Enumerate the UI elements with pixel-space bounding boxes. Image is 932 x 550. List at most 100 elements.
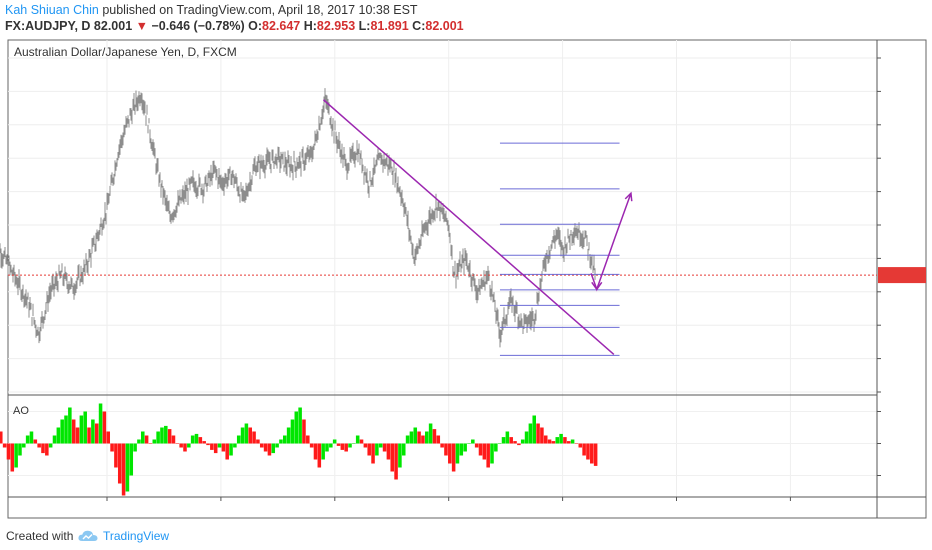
ao-bar <box>371 443 375 464</box>
ao-bar <box>2 443 7 448</box>
ao-bar <box>0 431 3 444</box>
ao-bar <box>279 439 283 444</box>
ao-bar <box>87 427 91 444</box>
ao-bar <box>478 443 483 456</box>
ao-bar <box>375 443 379 456</box>
ao-bar <box>344 443 348 452</box>
ao-bar <box>6 443 11 460</box>
last-price-tag <box>878 267 926 284</box>
ao-bar <box>444 443 448 456</box>
low-value: 81.891 <box>370 19 409 33</box>
ao-bar <box>91 419 95 444</box>
ao-bar <box>83 411 87 444</box>
ao-bar <box>275 443 279 448</box>
ao-bar <box>263 443 268 452</box>
ao-axis <box>877 411 881 476</box>
ao-bar <box>490 443 494 464</box>
ao-bar <box>409 431 414 444</box>
ao-bar <box>325 443 329 452</box>
ao-bar <box>283 435 287 444</box>
published-text: published on TradingView.com, April 18, … <box>102 3 418 17</box>
ao-bar <box>106 431 111 444</box>
chart-canvas[interactable]: Australian Dollar/Japanese Yen, D, FXCM … <box>0 34 932 522</box>
ao-bar <box>509 437 513 444</box>
ao-bar <box>164 425 168 444</box>
ao-bar <box>210 443 214 450</box>
ao-bar <box>52 435 57 444</box>
ao-bar <box>244 423 249 444</box>
ao-bar <box>14 443 18 468</box>
downtrend-line <box>322 99 615 355</box>
ao-bar <box>378 443 383 448</box>
ao-bar <box>187 443 191 448</box>
ao-bar <box>217 443 222 448</box>
ao-bar <box>536 423 540 444</box>
ao-bar <box>551 441 556 444</box>
ao-bar <box>160 427 164 444</box>
tradingview-brand-link[interactable]: TradingView <box>103 529 170 543</box>
last-price: 82.001 <box>93 19 133 33</box>
ao-bar <box>386 443 391 460</box>
ao-bar <box>566 441 571 444</box>
ao-bar <box>497 443 502 444</box>
ao-bar <box>559 433 563 444</box>
ao-bar <box>428 423 433 444</box>
ao-bar <box>233 443 237 448</box>
author-name[interactable]: Kah Shiuan Chin <box>5 3 99 17</box>
ao-bar <box>75 427 80 444</box>
ao-bar <box>286 427 291 444</box>
ao-bar <box>302 419 306 444</box>
ao-bar <box>590 443 594 464</box>
ao-bar <box>198 437 203 444</box>
ao-bar <box>355 435 360 444</box>
ao-bar <box>582 443 586 456</box>
tradingview-cloud-icon[interactable] <box>77 529 99 543</box>
ao-bar <box>236 435 241 444</box>
ao-bar <box>417 431 421 444</box>
ao-bar <box>156 431 160 444</box>
ao-bar <box>256 439 260 444</box>
ao-bar <box>110 443 114 452</box>
ao-bar <box>520 439 525 444</box>
ohlc-line: FX:AUDJPY, D 82.001 ▼ −0.646 (−0.78%) O:… <box>5 19 464 33</box>
close-value: 82.001 <box>425 19 464 33</box>
ao-bar <box>133 443 137 452</box>
price-axis <box>877 57 926 393</box>
ao-bar <box>68 407 72 444</box>
ao-bar <box>306 435 310 444</box>
chart-header: Kah Shiuan Chin published on TradingView… <box>0 0 932 34</box>
ao-bar <box>171 435 176 444</box>
ao-bar <box>424 431 429 444</box>
ao-bar <box>398 443 402 468</box>
ao-bar <box>459 443 464 456</box>
ao-bar <box>71 419 76 444</box>
ao-bar <box>486 443 490 468</box>
ao-bar <box>451 443 456 472</box>
ao-bar <box>267 443 272 456</box>
ao-bar <box>22 443 26 448</box>
projection-arrowhead <box>624 191 633 202</box>
ao-bar <box>29 431 34 444</box>
ao-bar <box>45 443 49 456</box>
ao-bar <box>175 443 180 444</box>
created-with-text: Created with <box>6 529 74 543</box>
ao-bar <box>547 439 552 444</box>
ao-bar <box>98 403 103 444</box>
ao-bar <box>563 437 567 444</box>
open-value: 82.647 <box>262 19 301 33</box>
ao-bar <box>432 429 437 444</box>
ao-bar <box>401 443 406 456</box>
ao-bar <box>10 443 15 472</box>
ao-bar <box>363 443 368 448</box>
ao-bar <box>60 419 64 444</box>
ao-bar <box>213 443 218 454</box>
ao-bar <box>394 443 398 480</box>
ao-bar <box>56 427 61 444</box>
ao-bar <box>555 437 560 444</box>
ao-bar <box>359 439 364 444</box>
ao-bar <box>290 419 295 444</box>
ao-bar <box>329 443 333 448</box>
ao-bar <box>382 443 387 452</box>
trend-drawings <box>322 99 633 355</box>
ao-bar <box>467 443 471 444</box>
